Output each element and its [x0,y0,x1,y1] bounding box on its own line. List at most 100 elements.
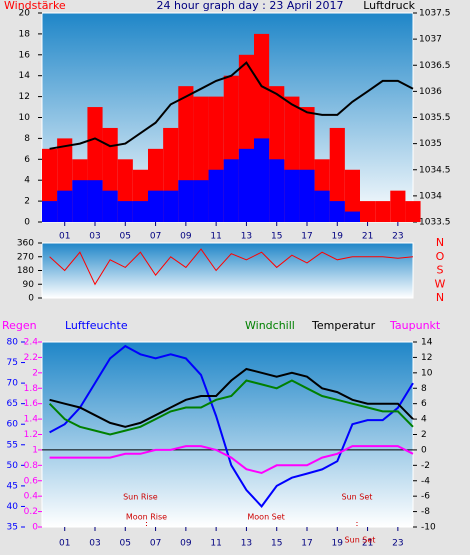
x-tick-label: 23 [392,232,403,242]
x-tick-label: 19 [332,539,344,549]
y-tick-label: 2 [421,430,427,440]
bar [72,180,88,222]
y-tick-label: -10 [421,523,436,533]
direction-label: W [435,277,446,290]
y-tick-label: 1033.5 [419,218,451,228]
x-tick-label: 13 [241,539,252,549]
x-tick-label: 09 [180,539,192,549]
y-tick-label: 0.4 [24,492,39,502]
line [49,367,414,428]
direction-label: S [437,264,444,277]
y-tick-label: 1035.5 [419,113,451,123]
direction-label: N [436,291,444,304]
legend-rain: Regen [2,319,37,332]
bar [208,169,224,222]
y-tick-label: 12 [19,92,30,102]
y-tick-label: 45 [7,481,18,491]
annotation: Moon Set [247,513,284,522]
bar [223,159,239,222]
y-tick-label: 2 [24,197,30,207]
direction-label: O [436,250,445,263]
legend-windchill: Windchill [245,319,295,332]
x-tick-label: 21 [362,232,373,242]
x-tick-label: 15 [271,539,282,549]
y-tick-label: 75 [7,358,18,368]
bar [193,180,209,222]
line [48,379,414,436]
bar [405,201,421,222]
y-tick-label: 180 [17,266,34,276]
y-tick-label: 1034 [419,191,442,201]
x-tick-label: 17 [301,232,312,242]
bar [344,169,360,222]
legend-dewpoint: Taupunkt [389,319,441,332]
y-tick-label: 4 [24,176,30,186]
annotation: Sun Set [342,493,373,502]
x-tick-label: 01 [59,232,70,242]
x-tick-label: 17 [301,539,312,549]
y-tick-label: 10 [421,368,433,378]
x-tick-label: 15 [271,232,282,242]
x-tick-label: 05 [120,232,131,242]
y-tick-label: 1034.5 [419,165,451,175]
y-tick-label: 65 [7,399,18,409]
x-tick-label: 03 [89,539,100,549]
y-tick-label: 6 [24,155,30,165]
y-tick-label: 16 [19,50,31,60]
bar [329,201,345,222]
bar [314,190,330,222]
y-tick-label: 0 [28,294,34,304]
annotation: Sun Rise [123,493,158,502]
y-tick-label: 12 [421,353,432,363]
y-tick-label: 90 [23,280,35,290]
y-tick-label: 60 [7,420,19,430]
y-tick-label: 14 [421,338,433,348]
bar [299,169,315,222]
y-tick-label: 35 [7,523,18,533]
bar [269,159,285,222]
bar [87,180,103,222]
x-tick-label: 01 [59,539,70,549]
legend-temperature: Temperatur [311,319,376,332]
bar [148,190,164,222]
x-tick-label: 11 [210,539,221,549]
bar [329,127,345,222]
line [49,344,414,508]
y-tick-label: -8 [421,507,430,517]
y-tick-label: 1.2 [24,430,38,440]
y-tick-label: -6 [421,492,430,502]
x-tick-label: 07 [150,539,161,549]
y-tick-label: 10 [19,113,31,123]
y-tick-label: 6 [421,399,427,409]
x-tick-label: 03 [89,232,100,242]
bar [284,169,300,222]
y-tick-label: 1037 [419,35,442,45]
y-tick-label: 80 [7,338,19,348]
left-axis-title: Windstärke [4,0,66,12]
bar [163,190,179,222]
y-tick-label: 18 [19,29,31,39]
y-tick-label: 55 [7,440,18,450]
y-tick-label: 0 [32,523,38,533]
y-tick-label: 1.4 [24,415,39,425]
y-tick-label: 20 [19,9,31,19]
y-tick-label: -4 [421,476,430,486]
bar [344,211,360,222]
y-tick-label: 0.6 [24,476,39,486]
bar [42,201,58,222]
y-tick-label: 1 [32,445,38,455]
bar [117,201,133,222]
x-tick-label: 09 [180,232,192,242]
y-tick-label: 1035 [419,139,442,149]
y-tick-label: 0 [421,445,427,455]
y-tick-label: 2.2 [24,353,38,363]
x-tick-label: 19 [332,232,344,242]
y-tick-label: 0.8 [24,461,39,471]
right-axis-title: Luftdruck [363,0,415,12]
bar [375,201,391,222]
line [49,61,414,150]
chart-title: 24 hour graph day : 23 April 2017 [157,0,344,12]
y-tick-label: 4 [421,415,427,425]
bar [360,201,376,222]
